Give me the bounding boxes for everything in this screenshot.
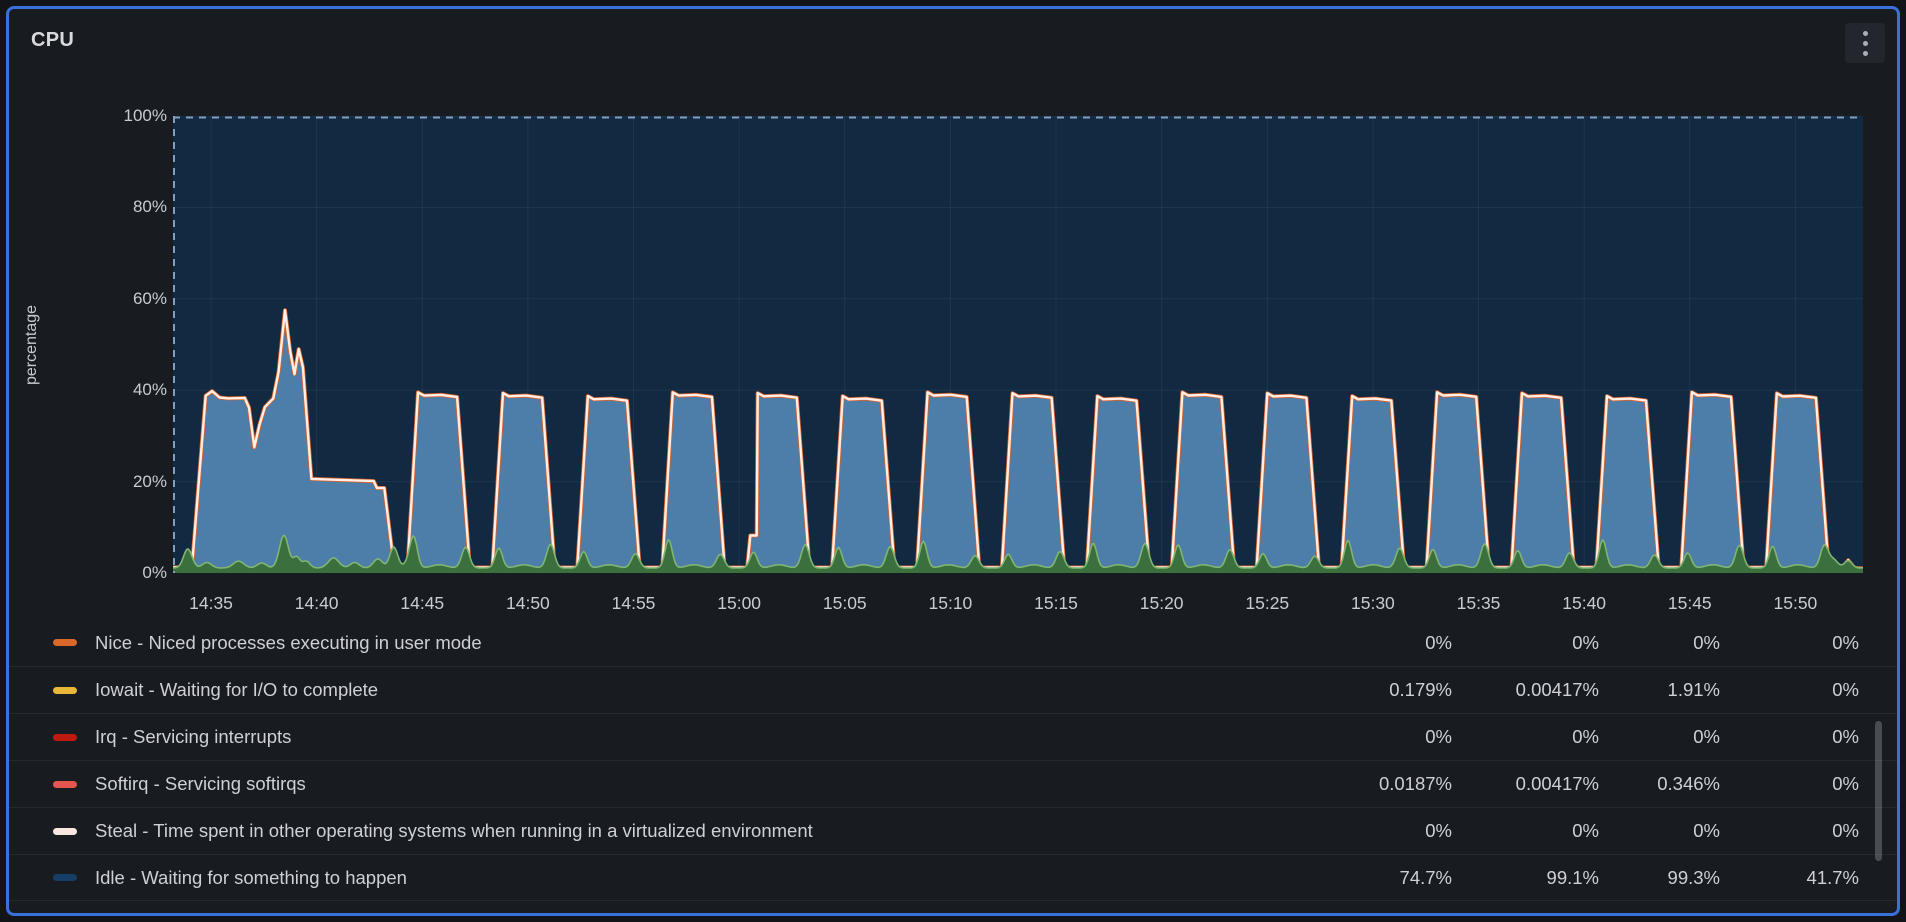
legend-row: Irq - Servicing interrupts 0% 0% 0% 0% <box>9 713 1897 760</box>
series-label[interactable]: Nice - Niced processes executing in user… <box>95 631 482 653</box>
legend-table: Nice - Niced processes executing in user… <box>9 619 1897 901</box>
kebab-menu-icon <box>1862 30 1868 56</box>
x-tick-label: 14:35 <box>189 593 233 613</box>
series-value: 0% <box>1832 631 1859 653</box>
y-tick-label: 80% <box>132 197 167 217</box>
series-value: 0% <box>1832 726 1859 747</box>
x-tick-label: 15:00 <box>717 593 762 613</box>
x-tick-label: 14:55 <box>611 593 656 613</box>
series-swatch-icon[interactable] <box>53 639 77 646</box>
legend-row: Steal - Time spent in other operating sy… <box>9 807 1897 854</box>
series-value: 0% <box>1572 631 1599 653</box>
x-tick-label: 15:50 <box>1773 593 1818 613</box>
x-tick-label: 15:20 <box>1139 593 1184 613</box>
panel-title: CPU <box>31 29 75 51</box>
series-swatch-icon[interactable] <box>53 874 77 881</box>
series-swatch-icon[interactable] <box>53 780 77 788</box>
x-tick-label: 15:05 <box>822 593 867 613</box>
series-swatch-icon[interactable] <box>53 686 77 694</box>
legend-row: Nice - Niced processes executing in user… <box>9 619 1897 666</box>
y-tick-label: 60% <box>132 288 167 308</box>
series-label[interactable]: Irq - Servicing interrupts <box>95 726 292 747</box>
series-label[interactable]: Steal - Time spent in other operating sy… <box>95 820 813 841</box>
y-axis-title: percentage <box>23 304 40 385</box>
x-tick-label: 14:40 <box>294 593 339 613</box>
series-value: 0% <box>1425 726 1452 747</box>
y-tick-label: 0% <box>142 563 167 582</box>
panel-menu-button[interactable] <box>1845 23 1885 63</box>
series-value: 0.00417% <box>1515 679 1599 700</box>
series-value: 0.346% <box>1657 773 1720 794</box>
series-value: 0% <box>1693 631 1720 653</box>
series-value: 0% <box>1832 773 1859 794</box>
legend-row: Idle - Waiting for something to happen 74… <box>9 854 1897 901</box>
series-value: 0% <box>1572 726 1599 747</box>
y-tick-label: 100% <box>123 106 167 125</box>
series-value: 41.7% <box>1806 866 1859 888</box>
busy-area <box>173 310 1863 573</box>
series-swatch-icon[interactable] <box>53 733 77 741</box>
x-tick-label: 15:25 <box>1245 593 1290 613</box>
system-green-line <box>173 534 1863 569</box>
y-tick-label: 40% <box>132 380 167 400</box>
x-tick-label: 15:40 <box>1562 593 1607 613</box>
x-tick-label: 15:15 <box>1034 593 1078 613</box>
series-value: 0% <box>1425 820 1452 841</box>
series-value: 0% <box>1425 631 1452 653</box>
legend-row: Iowait - Waiting for I/O to complete 0.17… <box>9 666 1897 713</box>
series-value: 0% <box>1693 726 1720 747</box>
cpu-panel: CPU percentage 100% 80% 60% 40% 20% 0% 14:35 1… <box>6 6 1900 916</box>
series-label[interactable]: Idle - Waiting for something to happen <box>95 866 407 888</box>
x-tick-label: 14:50 <box>505 593 550 613</box>
x-tick-label: 15:10 <box>928 593 973 613</box>
system-green-area <box>173 535 1863 573</box>
y-tick-label: 20% <box>132 471 167 491</box>
x-tick-label: 15:45 <box>1667 593 1712 613</box>
series-value: 0.00417% <box>1515 773 1599 794</box>
series-value: 0% <box>1832 679 1859 700</box>
series-label[interactable]: Iowait - Waiting for I/O to complete <box>95 679 379 700</box>
series-value: 99.3% <box>1667 866 1720 888</box>
x-tick-label: 14:45 <box>400 593 445 613</box>
series-swatch-icon[interactable] <box>53 827 77 835</box>
legend-scrollbar-thumb[interactable] <box>1875 721 1882 861</box>
series-value: 99.1% <box>1546 866 1599 888</box>
series-value: 0.0187% <box>1378 773 1452 794</box>
chart-plot[interactable] <box>173 116 1863 573</box>
series-value: 0% <box>1693 820 1720 841</box>
series-value: 0.179% <box>1389 679 1452 700</box>
series-value: 74.7% <box>1399 866 1452 888</box>
series-value: 0% <box>1832 820 1859 841</box>
x-tick-label: 15:30 <box>1350 593 1395 613</box>
legend-row: Softirq - Servicing softirqs 0.0187% 0.004… <box>9 760 1897 807</box>
series-value: 0% <box>1572 820 1599 841</box>
x-tick-label: 15:35 <box>1456 593 1501 613</box>
series-value: 1.91% <box>1667 679 1720 700</box>
series-label[interactable]: Softirq - Servicing softirqs <box>95 773 306 794</box>
